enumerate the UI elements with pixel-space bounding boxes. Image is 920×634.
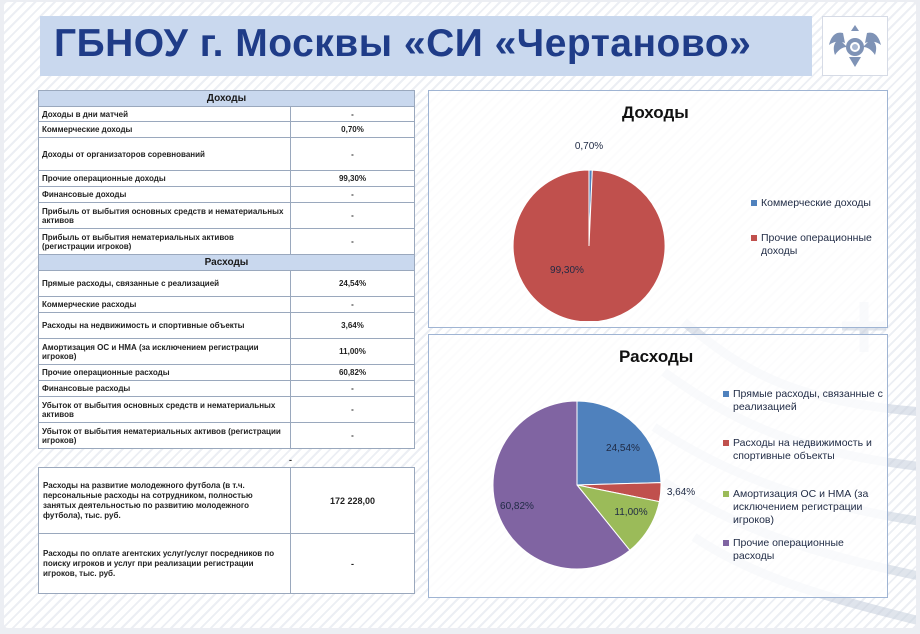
table-row: Расходы на недвижимость и спортивные объ… <box>38 312 416 339</box>
legend-swatch <box>723 491 729 497</box>
row-label: Прочие операционные доходы <box>38 170 291 187</box>
expense-pie-chart: 24,54% 3,64% 11,00% 60,82% <box>492 400 695 570</box>
page-title: ГБНОУ г. Москвы «СИ «Чертаново» <box>54 22 752 65</box>
table-row: Доходы от организаторов соревнований - <box>38 137 416 171</box>
title-band <box>40 16 812 76</box>
table-row: Прибыль от выбытия основных средств и не… <box>38 202 416 229</box>
pie-slice <box>576 400 662 486</box>
table-row: Амортизация ОС и НМА (за исключением рег… <box>38 338 416 365</box>
row-value: 0,70% <box>289 121 416 138</box>
table-row: Финансовые расходы - <box>38 380 416 397</box>
legend-label: Прямые расходы, связанные с реализацией <box>733 388 883 413</box>
legend-item: Коммерческие доходы <box>751 197 883 210</box>
youth-football-table: Расходы на развитие молодежного футбола … <box>38 467 415 594</box>
row-label: Доходы в дни матчей <box>38 106 291 122</box>
data-label: 24,54% <box>606 443 640 454</box>
table-row: Расходы на развитие молодежного футбола … <box>38 467 415 534</box>
table-row: Коммерческие расходы - <box>38 296 416 313</box>
legend-item: Прочие операционные доходы <box>751 232 883 258</box>
data-label: 11,00% <box>614 507 647 518</box>
table-row: Прочие операционные доходы 99,30% <box>38 170 416 187</box>
row-value: - <box>289 422 416 449</box>
table-row: Доходы в дни матчей - <box>38 106 416 122</box>
row-label: Коммерческие доходы <box>38 121 291 138</box>
row-value: 99,30% <box>289 170 416 187</box>
table-row: Коммерческие доходы 0,70% <box>38 121 416 138</box>
legend-label: Коммерческие доходы <box>761 197 871 209</box>
row-value: - <box>289 186 416 203</box>
row-label: Прибыль от выбытия нематериальных активо… <box>38 228 291 255</box>
legend-item: Прочие операционные расходы <box>723 537 883 563</box>
table-row: Прочие операционные расходы 60,82% <box>38 364 416 381</box>
expense-chart-panel: Расходы 24,54% 3,64% 11,00% 60,82% Прямые р… <box>428 334 888 598</box>
table-separator: - <box>289 455 292 465</box>
legend-swatch <box>723 440 729 446</box>
row-label: Расходы на недвижимость и спортивные объ… <box>38 312 291 339</box>
income-chart-panel: Доходы 0,70% 99,30% Коммерческие доходы П… <box>428 90 888 328</box>
table-row: Финансовые доходы - <box>38 186 416 203</box>
row-value: 11,00% <box>289 338 416 365</box>
legend-swatch <box>751 200 757 206</box>
row-label: Расходы на развитие молодежного футбола … <box>38 467 291 534</box>
income-expense-table: Доходы Доходы в дни матчей - Коммерчески… <box>37 90 416 449</box>
row-value: - <box>290 533 415 594</box>
legend-swatch <box>723 540 729 546</box>
pie-slice <box>512 169 666 321</box>
eagle-emblem-icon <box>829 25 881 67</box>
data-label: 0,70% <box>575 141 603 152</box>
row-value: - <box>289 202 416 229</box>
row-label: Доходы от организаторов соревнований <box>38 137 291 171</box>
legend-swatch <box>723 391 729 397</box>
legend-label: Расходы на недвижимость и спортивные объ… <box>733 437 872 462</box>
income-table-header: Доходы <box>37 90 416 107</box>
data-label: 99,30% <box>550 265 584 276</box>
expense-table-header: Расходы <box>37 254 416 271</box>
row-value: - <box>289 296 416 313</box>
row-value: 3,64% <box>289 312 416 339</box>
table-row: Расходы по оплате агентских услуг/услуг … <box>38 533 415 594</box>
table-row: Убыток от выбытия нематериальных активов… <box>38 422 416 449</box>
row-label: Расходы по оплате агентских услуг/услуг … <box>38 533 291 594</box>
data-label: 60,82% <box>500 501 534 512</box>
row-value: 172 228,00 <box>290 467 415 534</box>
row-value: - <box>289 137 416 171</box>
row-value: - <box>289 380 416 397</box>
row-value: 60,82% <box>289 364 416 381</box>
row-label: Прямые расходы, связанные с реализацией <box>38 270 291 297</box>
legend-label: Прочие операционные доходы <box>761 232 872 257</box>
row-label: Прибыль от выбытия основных средств и не… <box>38 202 291 229</box>
row-label: Финансовые доходы <box>38 186 291 203</box>
legend-swatch <box>751 235 757 241</box>
legend-item: Амортизация ОС и НМА (за исключением рег… <box>723 488 883 527</box>
row-label: Убыток от выбытия основных средств и нем… <box>38 396 291 423</box>
row-value: - <box>289 396 416 423</box>
table-row: Прибыль от выбытия нематериальных активо… <box>38 228 416 255</box>
row-label: Финансовые расходы <box>38 380 291 397</box>
row-label: Коммерческие расходы <box>38 296 291 313</box>
row-value: - <box>289 228 416 255</box>
row-label: Убыток от выбытия нематериальных активов… <box>38 422 291 449</box>
presentation-slide: ГБНОУ г. Москвы «СИ «Чертаново» Доходы <box>4 2 916 628</box>
income-chart-title: Доходы <box>622 103 689 122</box>
data-label: 3,64% <box>667 487 695 498</box>
legend-label: Амортизация ОС и НМА (за исключением рег… <box>733 488 869 526</box>
legend-label: Прочие операционные расходы <box>733 537 844 562</box>
legend-item: Прямые расходы, связанные с реализацией <box>723 388 883 414</box>
row-label: Амортизация ОС и НМА (за исключением рег… <box>38 338 291 365</box>
emblem-logo <box>822 16 888 76</box>
row-value: - <box>289 106 416 122</box>
pie-slice <box>492 400 631 570</box>
table-row: Убыток от выбытия основных средств и нем… <box>38 396 416 423</box>
row-label: Прочие операционные расходы <box>38 364 291 381</box>
income-pie-chart: 0,70% 99,30% <box>512 141 666 321</box>
expense-chart-title: Расходы <box>619 347 694 366</box>
table-row: Прямые расходы, связанные с реализацией … <box>38 270 416 297</box>
row-value: 24,54% <box>289 270 416 297</box>
legend-item: Расходы на недвижимость и спортивные объ… <box>723 437 883 463</box>
